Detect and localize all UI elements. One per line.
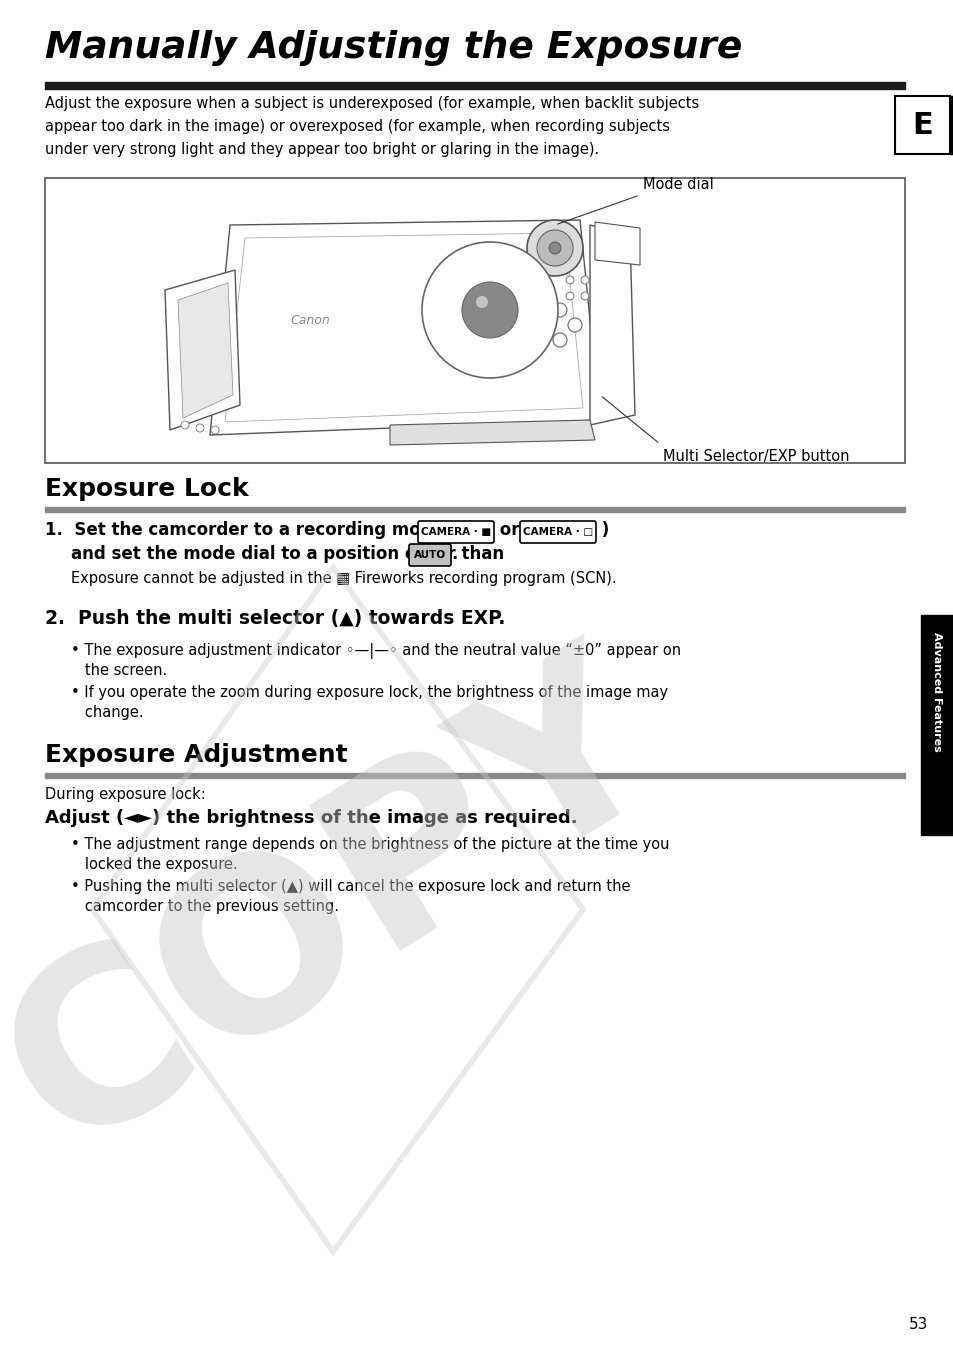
Text: 53: 53 (908, 1318, 927, 1333)
Text: Mode dial: Mode dial (642, 176, 713, 191)
FancyBboxPatch shape (519, 521, 596, 543)
Text: change.: change. (71, 706, 144, 721)
Bar (949, 96, 953, 153)
Bar (45, 81, 904, 90)
Text: Adjust the exposure when a subject is underexposed (for example, when backlit su: Adjust the exposure when a subject is un… (45, 96, 699, 156)
Circle shape (195, 423, 204, 432)
Text: Multi Selector/EXP button: Multi Selector/EXP button (662, 449, 848, 464)
Polygon shape (595, 223, 639, 265)
Circle shape (475, 294, 504, 324)
Circle shape (461, 282, 517, 338)
Text: or: or (494, 521, 525, 539)
Text: 2.  Push the multi selector (▲) towards EXP.: 2. Push the multi selector (▲) towards E… (45, 609, 505, 628)
Circle shape (553, 303, 566, 318)
Polygon shape (225, 233, 582, 422)
Text: the screen.: the screen. (71, 664, 167, 678)
Bar (45, 178, 904, 463)
Circle shape (526, 220, 582, 275)
Text: More Recording Options: More Recording Options (946, 691, 953, 825)
Text: and set the mode dial to a position other than: and set the mode dial to a position othe… (71, 546, 503, 563)
Text: Exposure Lock: Exposure Lock (45, 478, 249, 501)
Circle shape (548, 242, 560, 254)
Text: COPY: COPY (0, 623, 698, 1197)
Text: camcorder to the previous setting.: camcorder to the previous setting. (71, 898, 338, 915)
Text: Advanced Features: Advanced Features (931, 632, 942, 752)
Circle shape (553, 332, 566, 347)
Text: • The adjustment range depends on the brightness of the picture at the time you: • The adjustment range depends on the br… (71, 837, 669, 852)
Circle shape (565, 292, 574, 300)
Polygon shape (589, 225, 635, 425)
Circle shape (444, 265, 535, 356)
FancyBboxPatch shape (417, 521, 494, 543)
Bar (45, 508, 904, 512)
Text: Manually Adjusting the Exposure: Manually Adjusting the Exposure (45, 30, 741, 66)
Bar (894, 96, 949, 153)
FancyBboxPatch shape (409, 544, 451, 566)
Circle shape (432, 252, 547, 368)
Text: locked the exposure.: locked the exposure. (71, 858, 237, 873)
Circle shape (421, 242, 558, 379)
Text: Exposure Adjustment: Exposure Adjustment (45, 744, 347, 767)
Text: Adjust (◄►) the brightness of the image as required.: Adjust (◄►) the brightness of the image … (45, 809, 577, 826)
Text: Canon: Canon (290, 313, 330, 327)
Circle shape (181, 421, 189, 429)
Text: CAMERA · ■: CAMERA · ■ (420, 527, 491, 537)
Polygon shape (210, 220, 599, 436)
Text: E: E (911, 110, 932, 140)
Circle shape (476, 296, 488, 308)
Circle shape (565, 275, 574, 284)
Text: Exposure cannot be adjusted in the ▦ Fireworks recording program (SCN).: Exposure cannot be adjusted in the ▦ Fir… (71, 571, 616, 586)
Bar (920, 615, 953, 835)
Bar (45, 773, 904, 778)
Circle shape (567, 318, 581, 332)
Text: 1.  Set the camcorder to a recording mode (: 1. Set the camcorder to a recording mode… (45, 521, 456, 539)
Text: • Pushing the multi selector (▲) will cancel the exposure lock and return the: • Pushing the multi selector (▲) will ca… (71, 879, 630, 894)
Polygon shape (165, 270, 240, 430)
Circle shape (461, 282, 517, 338)
Text: During exposure lock:: During exposure lock: (45, 787, 206, 802)
Circle shape (537, 229, 573, 266)
Text: • The exposure adjustment indicator ◦—|—◦ and the neutral value “±0” appear on: • The exposure adjustment indicator ◦—|—… (71, 643, 680, 660)
Text: ): ) (596, 521, 609, 539)
Text: • If you operate the zoom during exposure lock, the brightness of the image may: • If you operate the zoom during exposur… (71, 685, 667, 700)
Text: .: . (451, 546, 456, 563)
Circle shape (211, 426, 219, 434)
Text: CAMERA · □: CAMERA · □ (522, 527, 593, 537)
Circle shape (580, 275, 588, 284)
Polygon shape (390, 421, 595, 445)
Circle shape (580, 292, 588, 300)
Text: AUTO: AUTO (414, 550, 446, 560)
Polygon shape (178, 284, 233, 418)
